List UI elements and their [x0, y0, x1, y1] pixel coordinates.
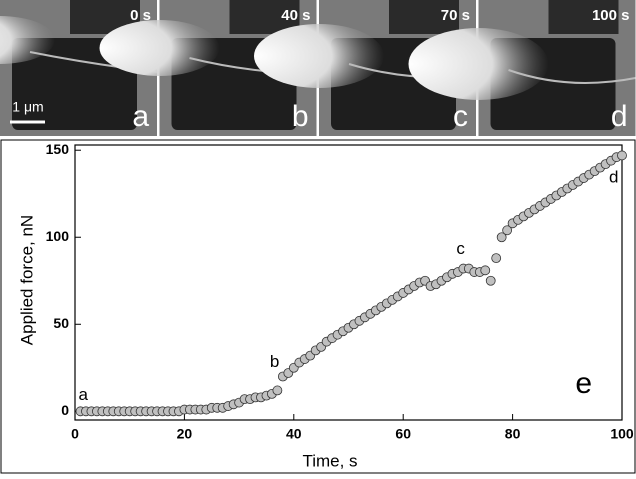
panel-letter: b	[292, 100, 309, 133]
panel-letter: d	[611, 100, 628, 133]
chart-frame	[0, 139, 636, 474]
x-axis-title: Time, s	[302, 451, 357, 470]
y-tick-label: 150	[46, 141, 70, 157]
data-point	[491, 253, 502, 264]
annotation: b	[270, 352, 279, 371]
probe-tip	[408, 28, 549, 100]
annotation: d	[609, 168, 618, 187]
x-tick-label: 20	[177, 426, 193, 442]
x-tick-label: 60	[395, 426, 411, 442]
annotation: a	[78, 385, 88, 404]
nanowire	[508, 69, 636, 84]
scale-bar-label: 1 μm	[12, 99, 43, 115]
trench-top	[548, 0, 619, 34]
plot-area	[74, 144, 623, 421]
data-point	[502, 225, 513, 236]
probe-tip	[254, 24, 384, 88]
probe-tip	[99, 20, 220, 76]
x-tick-label: 40	[286, 426, 302, 442]
data-point	[480, 265, 491, 276]
panel-letter: a	[132, 100, 149, 133]
trench-top	[389, 0, 459, 34]
panel-time: 100 s	[592, 7, 630, 24]
y-tick-label: 50	[53, 315, 69, 331]
data-point	[496, 232, 507, 243]
panel-time: 40 s	[281, 7, 310, 24]
annotation: e	[575, 367, 592, 400]
probe-tip	[0, 16, 55, 64]
y-axis-title: Applied force, nN	[17, 215, 36, 345]
data-point	[617, 150, 627, 161]
y-tick-label: 100	[46, 228, 70, 244]
y-tick-label: 0	[61, 402, 69, 418]
x-tick-label: 100	[610, 426, 634, 442]
data-point	[485, 275, 496, 286]
x-tick-label: 80	[505, 426, 521, 442]
x-tick-label: 0	[71, 426, 79, 442]
panel-letter: c	[453, 100, 468, 133]
annotation: c	[456, 239, 465, 258]
panel-time: 70 s	[441, 7, 470, 24]
trench	[12, 38, 137, 130]
data-point	[272, 385, 283, 396]
panel-time: 0 s	[130, 7, 151, 24]
